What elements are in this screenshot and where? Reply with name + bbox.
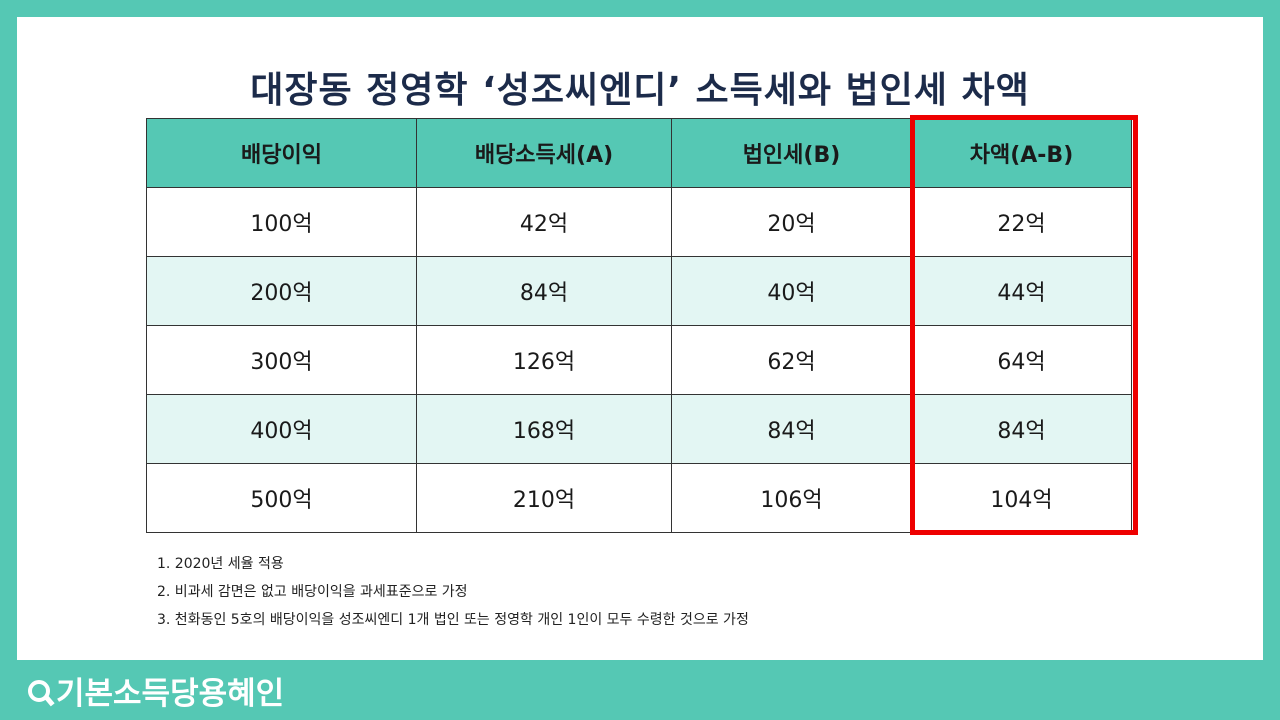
table-row: 400억 168억 84억 84억 <box>146 394 1132 464</box>
difference-column-highlight <box>910 115 1138 535</box>
cell-dividend-income-tax: 210억 <box>416 463 672 533</box>
table-row: 500억 210억 106억 104억 <box>146 463 1132 533</box>
cell-difference: 104억 <box>911 463 1132 533</box>
cell-corporate-tax: 20억 <box>671 187 912 257</box>
cell-dividend-income-tax: 42억 <box>416 187 672 257</box>
header-difference: 차액(A-B) <box>911 118 1132 188</box>
tax-comparison-table: 배당이익 배당소득세(A) 법인세(B) 차액(A-B) 100억 42억 20… <box>146 118 1132 533</box>
footnotes: 1. 2020년 세율 적용 2. 비과세 감면은 없고 배당이익을 과세표준으… <box>157 550 749 634</box>
table-header-row: 배당이익 배당소득세(A) 법인세(B) 차액(A-B) <box>146 118 1132 188</box>
cell-dividend-profit: 500억 <box>146 463 417 533</box>
cell-dividend-income-tax: 126억 <box>416 325 672 395</box>
cell-corporate-tax: 62억 <box>671 325 912 395</box>
footnote: 3. 천화동인 5호의 배당이익을 성조씨엔디 1개 법인 또는 정영학 개인 … <box>157 612 749 628</box>
magnifier-icon <box>28 679 50 702</box>
cell-dividend-profit: 400억 <box>146 394 417 464</box>
table-row: 100억 42억 20억 22억 <box>146 187 1132 257</box>
header-corporate-tax: 법인세(B) <box>671 118 912 188</box>
page-title: 대장동 정영학 ‘성조씨엔디’ 소득세와 법인세 차액 <box>250 70 1030 111</box>
table-row: 300억 126억 62억 64억 <box>146 325 1132 395</box>
cell-dividend-profit: 300억 <box>146 325 417 395</box>
cell-difference: 84억 <box>911 394 1132 464</box>
cell-corporate-tax: 40억 <box>671 256 912 326</box>
cell-dividend-profit: 200억 <box>146 256 417 326</box>
header-dividend-income-tax: 배당소득세(A) <box>416 118 672 188</box>
footnote: 1. 2020년 세율 적용 <box>157 556 284 572</box>
cell-dividend-income-tax: 84억 <box>416 256 672 326</box>
content-card: 대장동 정영학 ‘성조씨엔디’ 소득세와 법인세 차액 배당이익 배당소득세(A… <box>17 17 1263 660</box>
cell-corporate-tax: 106억 <box>671 463 912 533</box>
cell-difference: 44억 <box>911 256 1132 326</box>
brand-logo: 기본소득당용혜인 <box>28 668 284 713</box>
cell-dividend-income-tax: 168억 <box>416 394 672 464</box>
footnote: 2. 비과세 감면은 없고 배당이익을 과세표준으로 가정 <box>157 584 468 600</box>
cell-corporate-tax: 84억 <box>671 394 912 464</box>
brand-name: 기본소득당용혜인 <box>56 676 285 712</box>
cell-dividend-profit: 100억 <box>146 187 417 257</box>
header-dividend-profit: 배당이익 <box>146 118 417 188</box>
cell-difference: 64억 <box>911 325 1132 395</box>
